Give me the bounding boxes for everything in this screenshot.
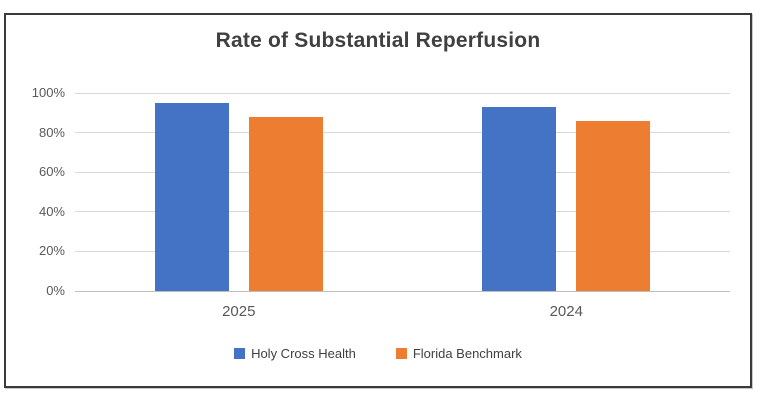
y-tick-label-60: 60% bbox=[38, 164, 65, 180]
y-tick-label-20: 20% bbox=[38, 243, 65, 259]
x-tick-label-2025: 2025 bbox=[222, 303, 256, 320]
gridline-100 bbox=[75, 92, 730, 94]
gridline-40 bbox=[75, 211, 730, 213]
legend-item-holy-cross-health: Holy Cross Health bbox=[234, 346, 356, 361]
legend-swatch-icon bbox=[395, 348, 407, 359]
y-tick-label-0: 0% bbox=[46, 283, 65, 298]
bar-holy-cross-health-2025 bbox=[154, 102, 229, 291]
bar-florida-benchmark-2025 bbox=[248, 116, 323, 291]
gridline-60 bbox=[75, 171, 730, 173]
y-tick-label-100: 100% bbox=[31, 85, 65, 100]
bar-florida-benchmark-2024 bbox=[576, 120, 651, 291]
x-tick-label-2024: 2024 bbox=[549, 303, 583, 320]
y-tick-label-80: 80% bbox=[38, 124, 65, 140]
legend-label: Florida Benchmark bbox=[412, 346, 522, 361]
legend-label: Holy Cross Health bbox=[251, 346, 356, 361]
plot-area bbox=[75, 92, 730, 292]
chart-title: Rate of Substantial Reperfusion bbox=[215, 29, 541, 52]
y-axis: 100% 80% 60% 40% 20% 0% bbox=[6, 85, 65, 298]
legend-item-florida-benchmark: Florida Benchmark bbox=[395, 346, 522, 361]
bar-group-2025 bbox=[154, 93, 323, 291]
gridline-0 bbox=[75, 290, 730, 292]
y-tick-label-40: 40% bbox=[38, 203, 65, 219]
gridline-80 bbox=[75, 132, 730, 134]
legend-swatch-icon bbox=[234, 348, 246, 359]
chart-frame: Rate of Substantial Reperfusion 100% 80% 6… bbox=[4, 13, 752, 388]
legend: Holy Cross Health Florida Benchmark bbox=[6, 346, 750, 361]
bar-holy-cross-health-2024 bbox=[482, 106, 557, 291]
bar-group-2024 bbox=[482, 93, 651, 291]
gridline-20 bbox=[75, 250, 730, 252]
